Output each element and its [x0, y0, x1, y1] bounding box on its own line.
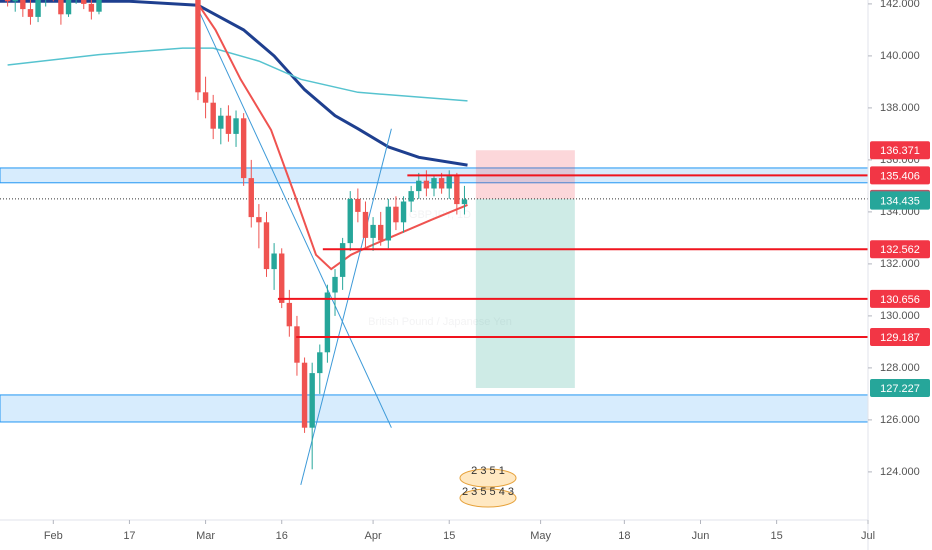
price-label: 132.562 [880, 244, 920, 256]
candle-body [423, 180, 430, 189]
candle-body [96, 0, 102, 12]
target-area [475, 198, 575, 388]
candle-body [309, 373, 315, 428]
candle-body [35, 0, 41, 17]
x-tick-label: 15 [443, 530, 455, 542]
candle-body [233, 118, 239, 134]
candle-body [225, 115, 232, 134]
price-label-box [870, 240, 930, 259]
candle-body [461, 199, 468, 205]
x-tick-label: 16 [276, 530, 288, 542]
candle-body [58, 0, 64, 15]
price-label-box [870, 289, 930, 308]
y-tick-label: 138.000 [880, 102, 920, 114]
candle-body [81, 0, 87, 4]
candle-body [88, 3, 95, 12]
watermark: British Pound / Japanese Yen [368, 316, 512, 328]
indicator-line [300, 128, 392, 486]
price-label: 130.656 [880, 294, 920, 306]
x-tick-label: Apr [365, 530, 382, 542]
candle-body [385, 206, 392, 241]
x-tick-label: Feb [44, 530, 63, 542]
y-tick-label: 126.000 [880, 414, 920, 426]
candle-body [454, 175, 460, 205]
candle-body [263, 222, 270, 270]
price-label: 127.227 [880, 383, 920, 395]
candle-body [332, 276, 338, 293]
candle-body [317, 352, 323, 374]
price-label-box [870, 378, 930, 397]
sticker [459, 488, 517, 508]
y-tick-label: 132.000 [880, 258, 920, 270]
candle-body [286, 302, 293, 327]
price-label: 129.187 [880, 332, 920, 344]
price-label-box [870, 328, 930, 347]
support-zone [0, 394, 868, 423]
indicator-line [7, 47, 468, 102]
candle-body [202, 92, 209, 103]
candle-body [362, 211, 369, 238]
x-tick-label: Jul [861, 530, 875, 542]
candle-body [301, 362, 308, 428]
watermark: GBPJPY, 1D [409, 209, 471, 221]
price-label: 134.435 [880, 195, 920, 207]
sticker-text: 2 3 5 1 [471, 465, 505, 477]
candle-body [339, 243, 346, 277]
candle-body [248, 178, 254, 218]
candle-body [279, 253, 285, 303]
x-tick-label: Mar [196, 530, 215, 542]
candle-body [355, 198, 361, 212]
candle-body [12, 0, 18, 2]
indicator-line [195, 3, 392, 428]
candle-body [378, 224, 384, 241]
candle-body [370, 224, 376, 238]
candle-body [400, 201, 407, 223]
y-tick-label: 130.000 [880, 310, 920, 322]
candle-body [218, 115, 224, 129]
candle-body [240, 118, 247, 179]
candle-body [210, 102, 216, 129]
candle-body [408, 191, 414, 202]
x-tick-label: May [530, 530, 551, 542]
indicator-line [197, 3, 468, 271]
candle-body [271, 253, 277, 270]
x-tick-label: 18 [618, 530, 630, 542]
price-label-box [870, 166, 930, 185]
price-label: 135.406 [880, 170, 920, 182]
candle-body [20, 0, 26, 10]
y-tick-label: 124.000 [880, 466, 920, 478]
candle-body [294, 326, 300, 363]
candle-body [431, 178, 437, 189]
y-tick-label: 140.000 [880, 50, 920, 62]
plot-area: GBPJPY, 1D British Pound / Japanese Yen 2 … [0, 0, 868, 508]
axes: 124.000126.000128.000130.000132.000134.0… [44, 0, 930, 542]
candle-body [324, 292, 331, 353]
x-tick-label: 15 [771, 530, 783, 542]
y-tick-label: 128.000 [880, 362, 920, 374]
price-label-box [870, 191, 930, 210]
indicator-line [0, 0, 468, 167]
x-tick-label: Jun [692, 530, 710, 542]
sticker [459, 468, 517, 488]
candle-body [256, 217, 262, 223]
candle-body [27, 9, 34, 17]
candle-body [4, 0, 11, 2]
sticker-text: 2 3 5 5 4 3 [462, 486, 514, 498]
price-label: 136.371 [880, 145, 920, 157]
candle-body [347, 198, 353, 244]
price-label-box [870, 141, 930, 160]
y-tick-label: 142.000 [880, 0, 920, 10]
candle-body [438, 178, 445, 189]
x-tick-label: 17 [123, 530, 135, 542]
candle-body [65, 0, 72, 15]
candle-body [195, 0, 201, 93]
candle-body [393, 206, 399, 223]
candle-body [446, 175, 452, 189]
candle-body [416, 180, 422, 192]
